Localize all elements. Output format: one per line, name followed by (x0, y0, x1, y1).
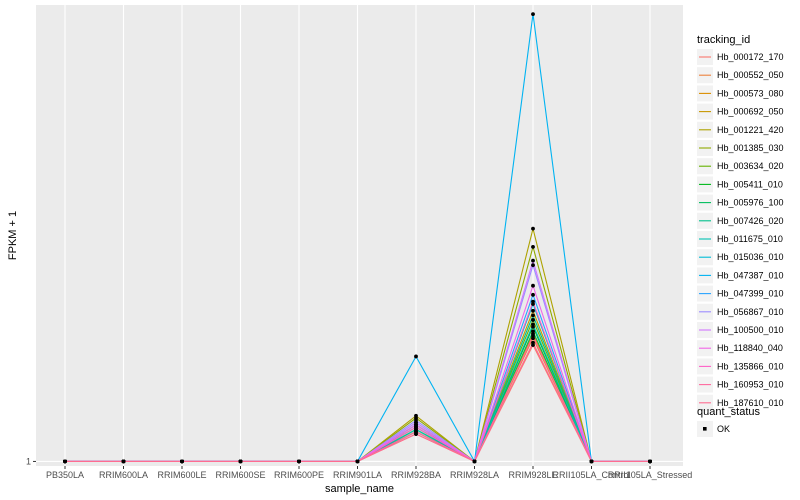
x-tick-label-8: RRIM928LE (508, 470, 557, 480)
legend2-label-0: OK (717, 424, 730, 434)
legend-label-Hb_015036_010: Hb_015036_010 (717, 252, 784, 262)
x-tick-label-2: RRIM600LE (157, 470, 206, 480)
x-axis-title: sample_name (325, 483, 394, 495)
legend2-key-point-0 (703, 427, 707, 431)
data-point-Hb_000692_050-RRIM928LE (531, 308, 535, 313)
legend-label-Hb_187610_010: Hb_187610_010 (717, 398, 784, 408)
legend-label-Hb_003634_020: Hb_003634_020 (717, 161, 784, 171)
data-point-Hb_187610_010-RRIM600LA (121, 459, 126, 464)
legend-label-Hb_047387_010: Hb_047387_010 (717, 270, 784, 280)
legend-label-Hb_118840_040: Hb_118840_040 (717, 343, 783, 353)
data-point-Hb_003634_020-RRIM928LE (531, 318, 535, 322)
data-point-Hb_135866_010-RRIM928LE (531, 299, 535, 304)
data-point-Hb_187610_010-RRIM600SE (238, 459, 243, 464)
data-point-Hb_187610_010-RRIM600LE (180, 459, 184, 464)
data-points (63, 12, 652, 464)
legend-title: tracking_id (697, 34, 750, 46)
legend2-title: quant_status (697, 406, 760, 418)
data-point-Hb_001385_030-RRIM928LE (531, 245, 535, 249)
legend-label-Hb_001221_420: Hb_001221_420 (717, 125, 784, 135)
x-tick-label-9: RRII105LA_Control (552, 470, 630, 480)
x-tick-label-5: RRIM901LA (333, 470, 382, 480)
data-point-Hb_187610_010-RRIM600PE (297, 459, 301, 464)
data-point-Hb_100500_010-RRIM928LE (531, 258, 535, 263)
x-tick-label-4: RRIM600PE (274, 470, 324, 480)
data-point-Hb_005976_100-RRIM928LE (531, 329, 535, 334)
legend-label-Hb_056867_010: Hb_056867_010 (717, 307, 784, 317)
x-tick-label-3: RRIM600SE (215, 470, 265, 480)
legend-label-Hb_047399_010: Hb_047399_010 (717, 289, 784, 299)
legend-label-Hb_000172_170: Hb_000172_170 (717, 52, 784, 62)
x-axis: PB350LA RRIM600LA RRIM600LE RRIM600SE RRIM60… (46, 466, 692, 480)
x-tick-label-6: RRIM928BA (391, 470, 441, 480)
plot-panel (36, 5, 683, 466)
legend-label-Hb_000692_050: Hb_000692_050 (717, 107, 784, 117)
data-point-Hb_056867_010-RRIM928LE (531, 263, 535, 268)
data-point-Hb_187610_010-RRIM928LE (531, 340, 535, 345)
legend-label-Hb_005411_010: Hb_005411_010 (717, 179, 783, 189)
data-point-Hb_187610_010-PB350LA (63, 459, 67, 464)
legend-tracking-id: tracking_id Hb_000172_170 Hb_000552_050 Hb_… (697, 34, 784, 411)
data-point-Hb_187610_010-RRIM901LA (355, 459, 360, 464)
x-tick-label-10: RRII105LA_Stressed (608, 470, 693, 480)
legend-label-Hb_000552_050: Hb_000552_050 (717, 70, 784, 80)
data-point-Hb_160953_010-RRIM928LE (531, 334, 535, 338)
data-point-Hb_118840_040-RRIM928LE (531, 283, 535, 288)
data-point-Hb_187610_010-RRIM928BA (414, 432, 418, 436)
x-tick-label-1: RRIM600LA (99, 470, 148, 480)
data-point-Hb_047387_010-RRIM928LE (531, 12, 535, 17)
legend-label-Hb_135866_010: Hb_135866_010 (717, 361, 784, 371)
legend-label-Hb_001385_030: Hb_001385_030 (717, 143, 784, 153)
legend-label-Hb_007426_020: Hb_007426_020 (717, 216, 784, 226)
y-axis-title: FPKM + 1 (7, 211, 19, 260)
y-axis: 1 (26, 456, 36, 466)
x-tick-label-7: RRIM928LA (450, 470, 499, 480)
data-point-Hb_187610_010-RRIM928LA (472, 459, 477, 464)
data-point-Hb_187610_010-RRII105LA_Stressed (648, 459, 652, 464)
data-point-Hb_047399_010-RRIM928LE (531, 292, 535, 297)
legend-quant-status: quant_status OK (697, 406, 760, 437)
legend-label-Hb_160953_010: Hb_160953_010 (717, 380, 784, 390)
data-point-Hb_047387_010-RRIM928BA (414, 354, 418, 359)
data-point-Hb_011675_010-RRIM928LE (531, 322, 535, 327)
x-tick-label-0: PB350LA (46, 470, 84, 480)
y-tick-label-0: 1 (26, 456, 31, 466)
legend-label-Hb_011675_010: Hb_011675_010 (717, 234, 783, 244)
legend-label-Hb_100500_010: Hb_100500_010 (717, 325, 784, 335)
data-point-Hb_135866_010-RRIM928BA (414, 425, 418, 430)
legend-label-Hb_005976_100: Hb_005976_100 (717, 198, 784, 208)
data-point-Hb_187610_010-RRII105LA_Control (589, 459, 594, 464)
legend-label-Hb_000573_080: Hb_000573_080 (717, 88, 784, 98)
data-point-Hb_001221_420-RRIM928LE (531, 226, 535, 231)
data-point-Hb_007426_020-RRIM928LE (531, 313, 535, 318)
